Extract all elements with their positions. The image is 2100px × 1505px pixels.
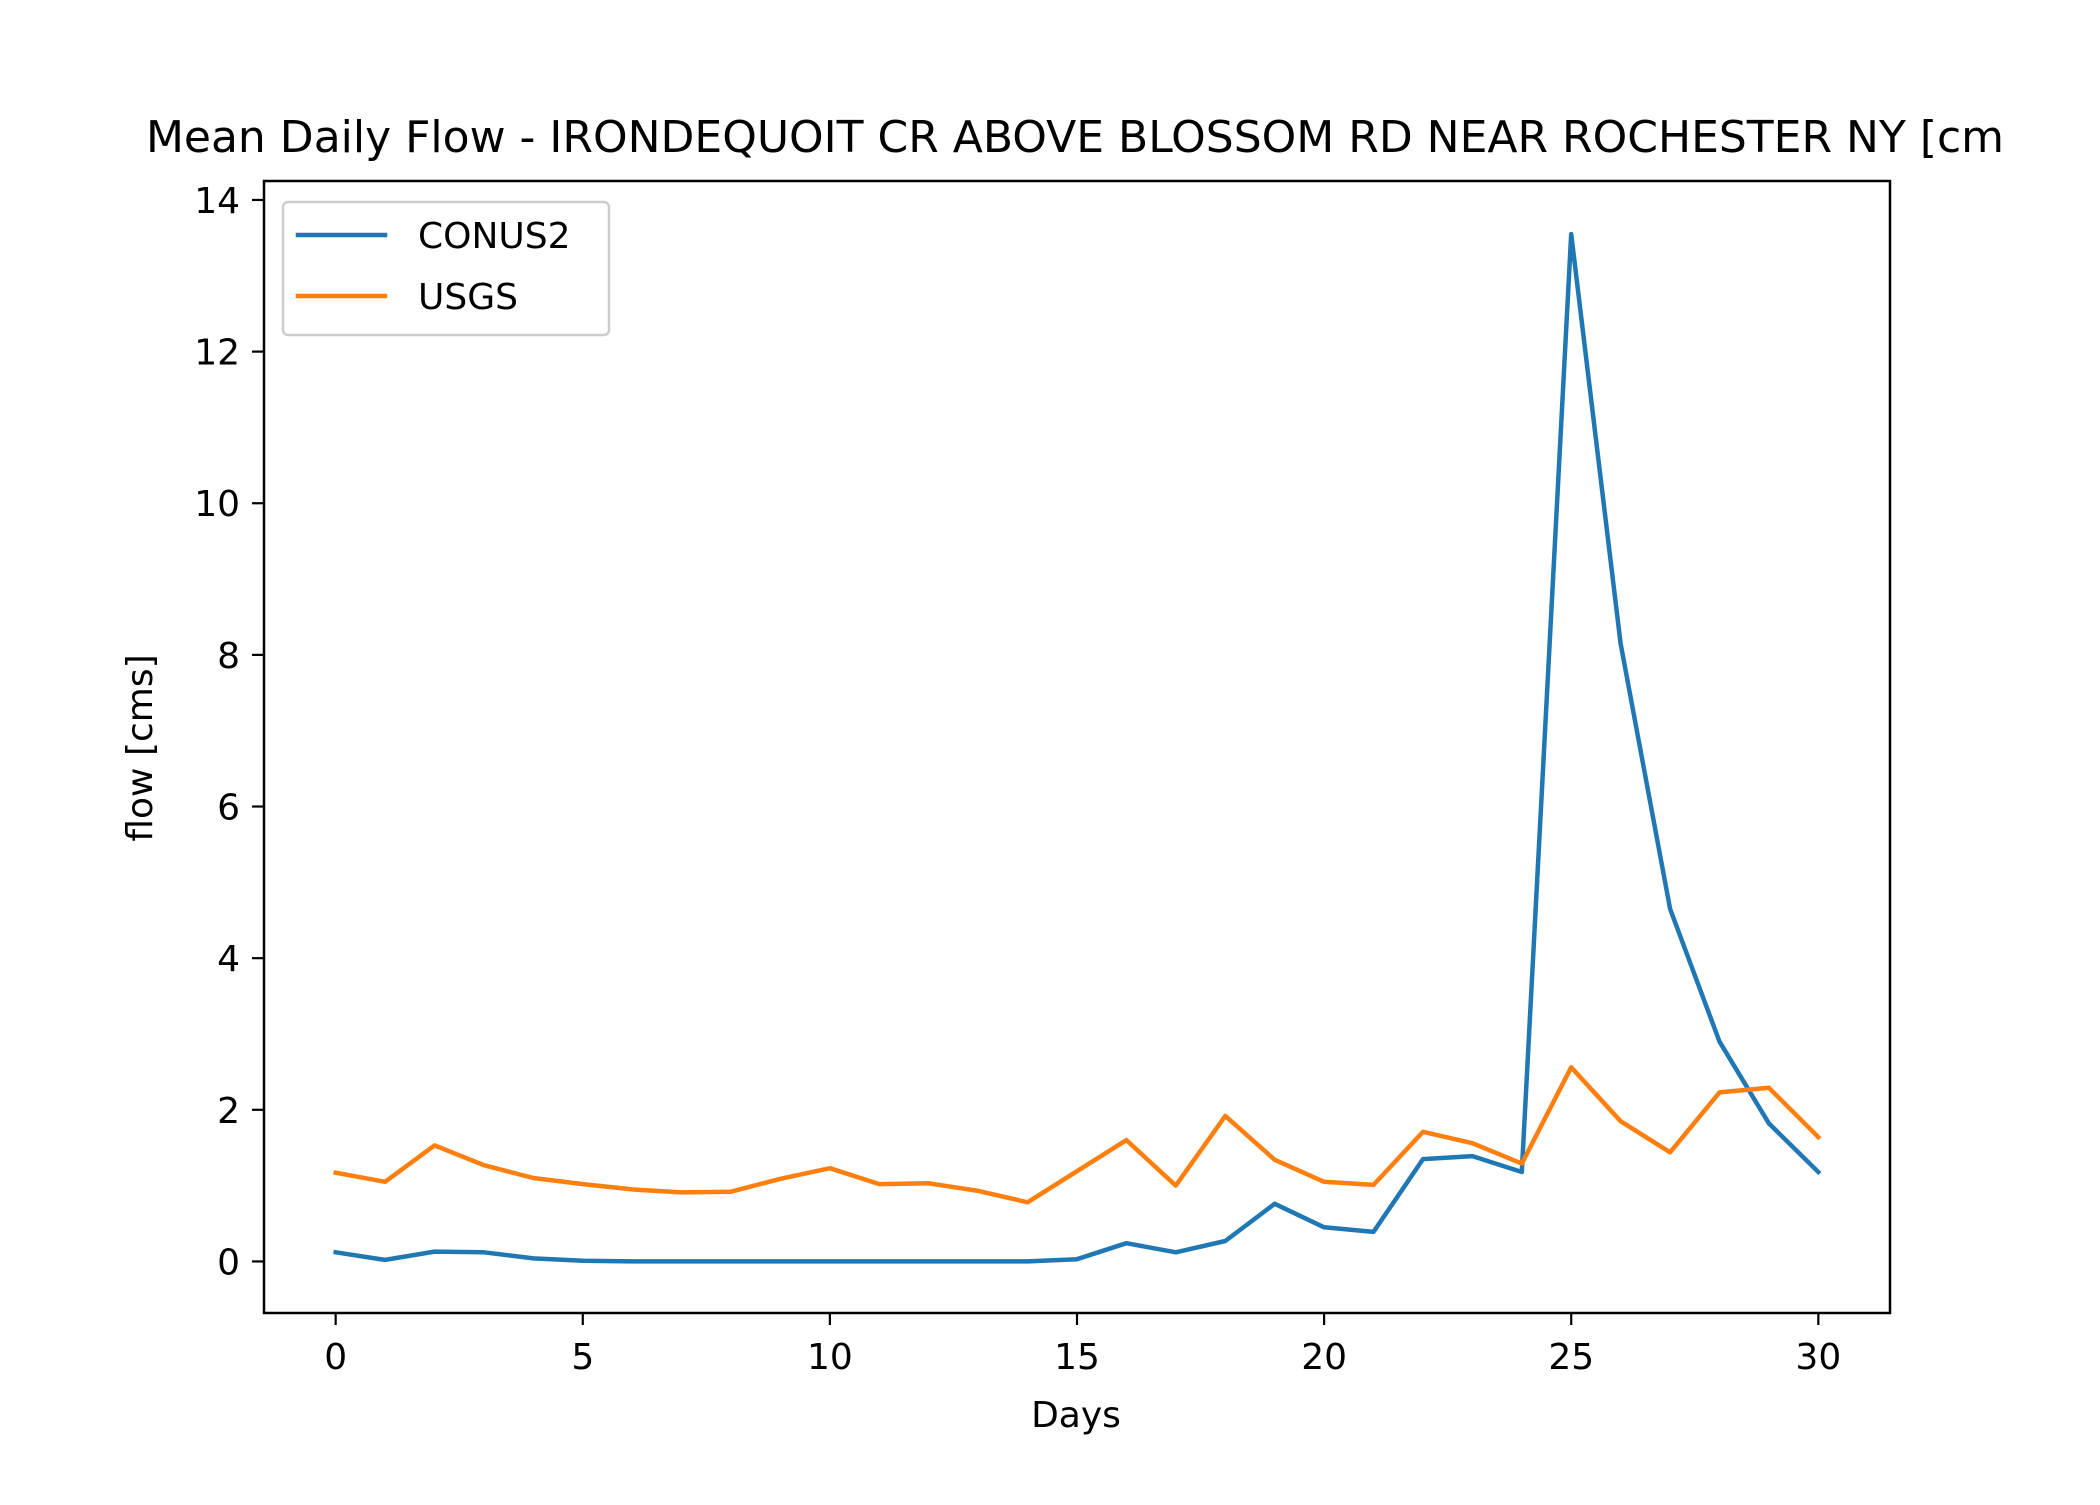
x-tick-label: 0 [324,1337,347,1378]
legend-label-usgs: USGS [418,277,518,318]
x-tick-label: 15 [1054,1337,1100,1378]
y-tick-label: 2 [217,1091,240,1132]
series-line-conus2 [333,231,1822,1264]
y-tick-label: 10 [194,484,240,525]
x-tick-label: 5 [571,1337,594,1378]
axes: 0 5 10 15 20 25 30 0 2 4 6 8 10 12 14 [194,179,1892,1378]
legend: CONUS2 USGS [281,200,611,337]
y-tick-label: 12 [194,333,240,374]
y-axis-label: flow [cms] [120,654,161,841]
x-tick-label: 10 [807,1337,853,1378]
chart-title: Mean Daily Flow - IRONDEQUOIT CR ABOVE B… [146,112,2004,163]
y-tick-label: 6 [217,788,240,829]
x-tick-label: 30 [1795,1337,1841,1378]
plot-area [333,231,1822,1264]
x-tick-label: 25 [1548,1337,1594,1378]
y-tick-label: 4 [217,939,240,980]
y-tick-label: 14 [194,181,240,222]
x-tick-label: 20 [1301,1337,1347,1378]
x-axis-label: Days [1031,1395,1121,1436]
y-tick-label: 8 [217,636,240,677]
y-tick-label: 0 [217,1242,240,1283]
legend-label-conus2: CONUS2 [418,216,571,257]
series-line-usgs [333,1065,1822,1205]
